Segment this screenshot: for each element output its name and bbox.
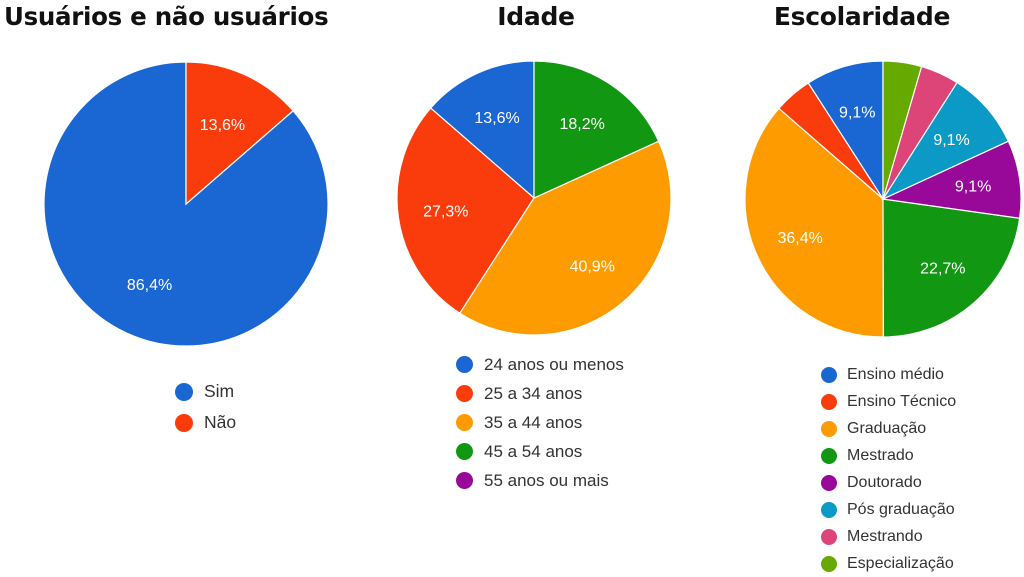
legend-swatch-icon: [821, 501, 837, 518]
legend-label: Graduação: [847, 419, 927, 437]
legend-item: Ensino Técnico: [821, 388, 956, 415]
legend-label: 24 anos ou menos: [484, 354, 624, 374]
legend-swatch-icon: [456, 385, 473, 402]
legend-label: 25 a 34 anos: [484, 383, 583, 403]
legend-item: 25 a 34 anos: [456, 379, 624, 408]
legend-label: Doutorado: [847, 473, 922, 491]
legend-item: Pós graduação: [821, 496, 956, 523]
slice-data-label: 86,4%: [127, 277, 172, 294]
legend-item: Mestrado: [821, 442, 956, 469]
legend-swatch-icon: [821, 366, 837, 383]
legend-item: Ensino médio: [821, 361, 956, 388]
pie-slice-n-o: [185, 61, 294, 206]
legend-label: Mestrando: [847, 527, 923, 545]
legend-item: Doutorado: [821, 469, 956, 496]
pie-slice-gradua-o: [744, 107, 885, 338]
legend-label: 45 a 54 anos: [484, 441, 583, 461]
legend-swatch-icon: [821, 555, 837, 572]
pie-slice-especializa-o: [882, 60, 923, 200]
slice-data-label: 27,3%: [423, 204, 468, 221]
legend-swatch-icon: [821, 474, 837, 491]
slice-data-label: 9,1%: [839, 105, 875, 122]
legend-label: Sim: [204, 381, 235, 401]
legend-label: Ensino Técnico: [847, 392, 957, 410]
legend-item: Mestrando: [821, 523, 956, 550]
legend-swatch-icon: [821, 420, 837, 437]
legend-swatch-icon: [175, 413, 193, 432]
legend-swatch-icon: [456, 443, 473, 460]
pie-chart-escolaridade: 9,1% 36,4% 22,7% 9,1% 9,1%: [744, 60, 1022, 338]
pie-slice-p-s-gradua-o: [881, 81, 1010, 201]
legend-item: Sim: [175, 376, 236, 407]
legend-item: 24 anos ou menos: [456, 350, 624, 379]
chart-title: Usuários e não usuários: [4, 2, 329, 31]
slice-data-label: 13,6%: [474, 110, 519, 127]
legend-item: 55 anos ou mais: [456, 466, 624, 495]
legend-item: 35 a 44 anos: [456, 408, 624, 437]
slice-data-label: 18,2%: [559, 116, 604, 133]
pie-slice-24-anos-ou-menos: [429, 60, 535, 200]
pie-slice-25-a-34-anos: [396, 107, 535, 315]
chart-panel-idade: Idade 13,6% 27,3% 40,9% 18,2% 24 anos ou me…: [372, 0, 700, 575]
legend-item: Graduação: [821, 415, 956, 442]
legend-escolaridade: Ensino médio Ensino Técnico Graduação Mestr…: [821, 361, 956, 577]
slice-data-label: 13,6%: [200, 117, 245, 134]
slice-data-label: 40,9%: [570, 258, 615, 275]
chart-title: Escolaridade: [773, 2, 951, 31]
legend-usuarios: Sim Não: [175, 376, 236, 438]
legend-label: Não: [204, 412, 237, 432]
legend-idade: 24 anos ou menos 25 a 34 anos 35 a 44 anos…: [456, 350, 624, 495]
pie-slice-mestrado: [882, 198, 1021, 338]
legend-swatch-icon: [456, 472, 473, 489]
pie-slice-45-a-54-anos: [533, 60, 660, 199]
legend-label: Pós graduação: [847, 500, 955, 518]
slice-data-label: 36,4%: [777, 230, 822, 247]
pie-chart-usuarios: 86,4% 13,6%: [43, 61, 329, 347]
legend-swatch-icon: [456, 414, 473, 431]
pie-slice-35-a-44-anos: [459, 140, 672, 336]
legend-swatch-icon: [456, 356, 473, 373]
chart-panel-usuarios: Usuários e não usuários 86,4% 13,6% Sim Nã…: [0, 0, 372, 575]
slice-data-label: 9,1%: [933, 132, 969, 149]
slice-data-label: 9,1%: [955, 179, 991, 196]
slice-data-label: 22,7%: [920, 261, 965, 278]
legend-swatch-icon: [175, 382, 193, 401]
chart-title: Idade: [497, 2, 575, 31]
legend-label: Mestrado: [847, 446, 914, 464]
legend-label: 55 anos ou mais: [484, 470, 609, 490]
legend-item: 45 a 54 anos: [456, 437, 624, 466]
pie-slice-ensino-m-dio: [807, 60, 884, 202]
legend-swatch-icon: [821, 528, 837, 545]
legend-label: Ensino médio: [847, 365, 944, 383]
pie-chart-idade: 13,6% 27,3% 40,9% 18,2%: [396, 60, 672, 336]
legend-swatch-icon: [821, 447, 837, 464]
legend-item: Especialização: [821, 550, 956, 577]
legend-swatch-icon: [821, 393, 837, 410]
legend-item: Não: [175, 407, 236, 438]
legend-label: Especialização: [847, 554, 954, 572]
pie-slice-doutorado: [880, 140, 1022, 219]
legend-label: 35 a 44 anos: [484, 412, 583, 432]
chart-panel-escolaridade: Escolaridade 9,1% 36,4% 22,7% 9,1% 9,1% Ensi…: [700, 0, 1024, 575]
